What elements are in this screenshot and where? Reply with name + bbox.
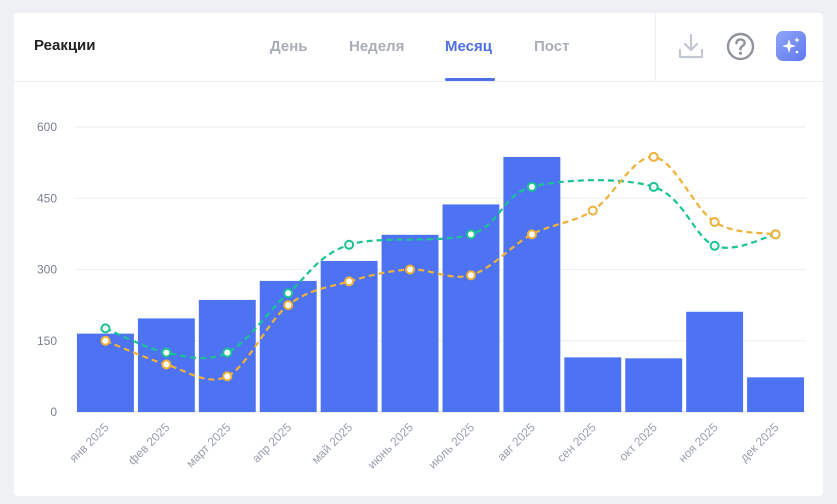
ai-assistant-button[interactable]	[776, 31, 806, 61]
y-tick-label: 150	[37, 334, 57, 348]
data-point[interactable]	[283, 288, 294, 299]
data-point[interactable]	[283, 300, 294, 311]
x-tick-label: дек 2025	[737, 420, 782, 465]
bar[interactable]	[77, 333, 134, 412]
data-point[interactable]	[709, 217, 720, 227]
data-point[interactable]	[465, 229, 476, 240]
data-point[interactable]	[526, 229, 537, 240]
x-tick-label: май 2025	[309, 420, 356, 467]
active-tab-underline	[445, 78, 495, 81]
data-point[interactable]	[648, 151, 659, 162]
x-tick-label: июнь 2025	[365, 420, 417, 472]
x-tick-label: апр 2025	[249, 420, 294, 465]
tab-week[interactable]: Неделя	[349, 38, 405, 55]
bar[interactable]	[381, 234, 439, 412]
data-point[interactable]	[587, 205, 598, 216]
data-point[interactable]	[222, 371, 233, 382]
card-header: Реакции День Неделя Месяц Пост	[14, 13, 823, 82]
tab-day[interactable]: День	[270, 38, 308, 55]
reactions-card: Реакции День Неделя Месяц Пост	[14, 13, 823, 496]
download-button[interactable]	[677, 31, 705, 61]
data-point[interactable]	[465, 270, 476, 281]
y-tick-label: 0	[50, 405, 57, 419]
help-icon	[726, 32, 755, 61]
data-point[interactable]	[344, 276, 355, 287]
header-divider	[655, 13, 656, 81]
data-point[interactable]	[100, 335, 111, 346]
data-point[interactable]	[526, 181, 537, 192]
x-tick-label: ноя 2025	[676, 420, 721, 465]
tab-month[interactable]: Месяц	[445, 38, 492, 55]
x-tick-label: июль 2025	[426, 420, 478, 472]
x-tick-label: авг 2025	[495, 420, 539, 464]
card-title: Реакции	[34, 37, 96, 54]
bar[interactable]	[503, 156, 561, 412]
bar[interactable]	[686, 311, 744, 412]
data-point[interactable]	[709, 240, 720, 251]
bar[interactable]	[625, 358, 683, 412]
x-tick-label: окт 2025	[616, 420, 660, 464]
data-point[interactable]	[770, 229, 781, 240]
x-tick-label: янв 2025	[67, 420, 112, 465]
data-point[interactable]	[161, 347, 172, 358]
data-point[interactable]	[161, 359, 172, 370]
y-tick-label: 450	[37, 191, 57, 205]
data-point[interactable]	[405, 264, 416, 275]
download-icon	[678, 33, 704, 59]
data-point[interactable]	[100, 323, 111, 334]
sparkle-icon	[776, 31, 806, 61]
data-point[interactable]	[648, 181, 659, 192]
tab-post[interactable]: Пост	[534, 38, 570, 55]
x-tick-label: фев 2025	[125, 420, 173, 468]
x-tick-label: март 2025	[183, 420, 233, 470]
x-tick-label: сен 2025	[554, 420, 599, 465]
data-point[interactable]	[344, 239, 355, 250]
bar[interactable]	[747, 377, 804, 412]
series-line	[105, 179, 776, 360]
bar[interactable]	[564, 357, 622, 412]
reactions-chart: 0 150 300 450 600 янв 2025 фев 2025 март 2025 ап…	[37, 120, 806, 472]
y-tick-label: 300	[37, 263, 57, 277]
help-button[interactable]	[726, 32, 755, 61]
data-point[interactable]	[222, 347, 233, 358]
y-tick-label: 600	[37, 120, 57, 134]
